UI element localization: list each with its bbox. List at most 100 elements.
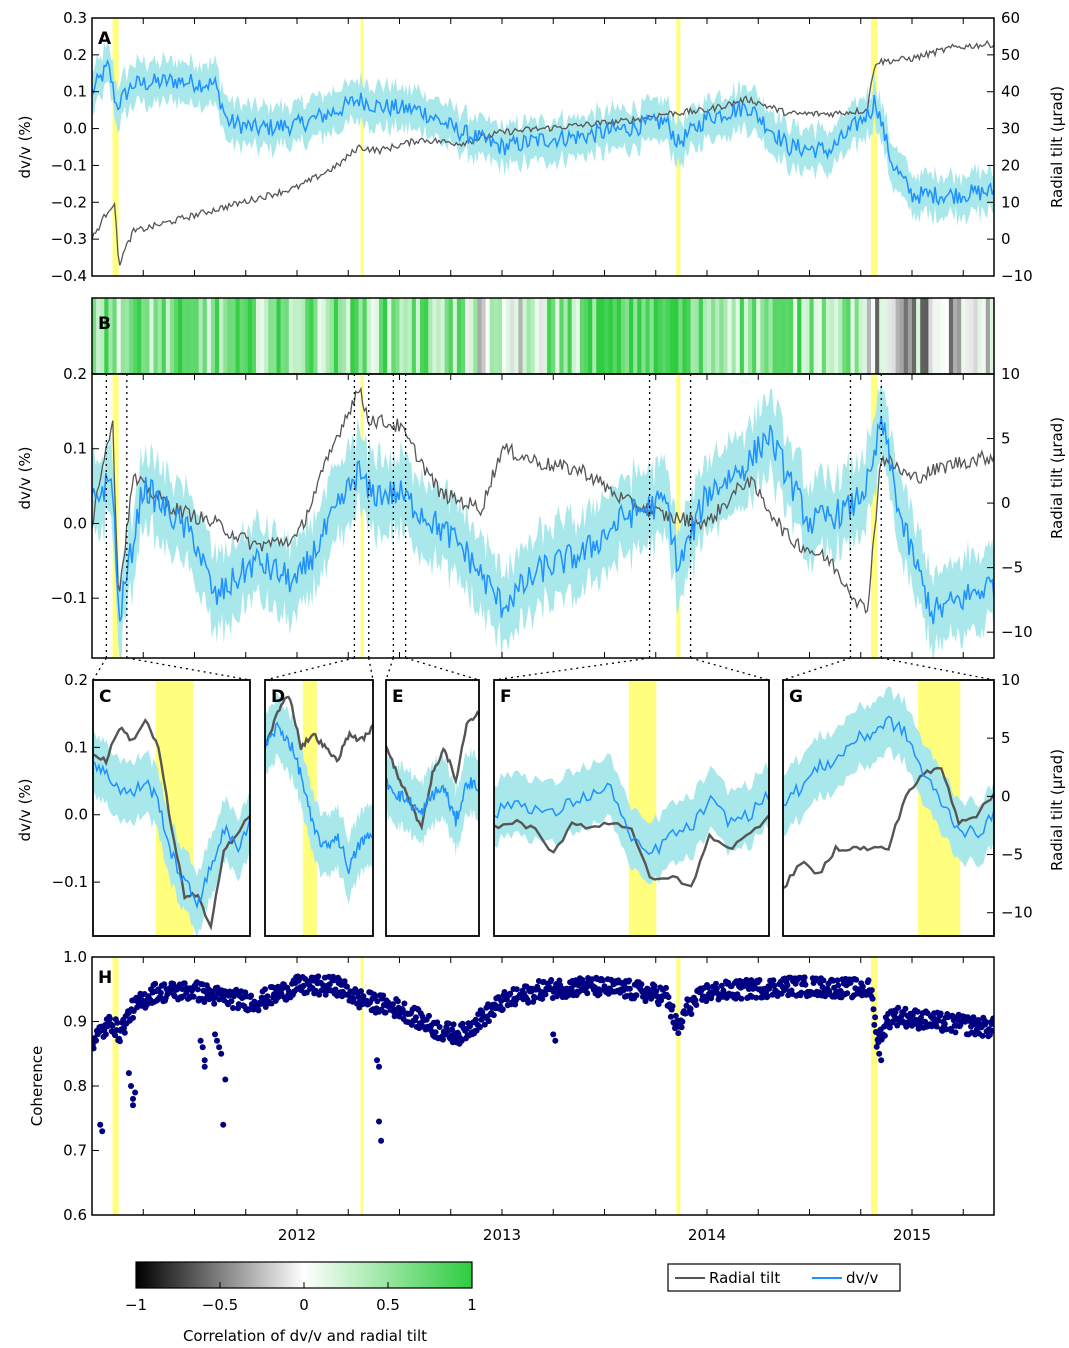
zoom-panel-d: D: [264, 679, 374, 937]
correlation-cell: [637, 298, 642, 374]
panel-h-highlight-2: [676, 957, 681, 1215]
panel-a-y2-tick-label-4: 20: [1001, 156, 1020, 174]
correlation-cell: [350, 298, 355, 374]
coherence-outlier: [197, 1037, 204, 1044]
panel-h-highlights: [112, 957, 878, 1215]
correlation-cell: [854, 298, 860, 374]
coherence-point: [344, 983, 350, 990]
zoom-f-frame: [493, 679, 770, 937]
correlation-cell: [752, 298, 757, 374]
panel-a-y-tick-label-4: −0.1: [51, 156, 87, 174]
correlation-cell: [723, 298, 729, 374]
panel-h-xtick-label-1: 2013: [483, 1226, 521, 1244]
correlation-cell: [239, 298, 245, 374]
coherence-point: [748, 977, 755, 984]
correlation-cell: [223, 298, 228, 374]
coherence-point: [693, 1002, 700, 1008]
coherence-outlier: [212, 1031, 218, 1038]
coherence-point: [872, 1014, 879, 1021]
coherence-point: [941, 1020, 948, 1027]
correlation-cell: [514, 298, 519, 374]
panel-label-g: G: [789, 687, 803, 707]
coherence-point: [157, 989, 164, 996]
correlation-cell: [247, 298, 253, 374]
correlation-cell: [477, 298, 483, 374]
coherence-point: [380, 992, 387, 999]
coherence-point: [109, 1022, 116, 1029]
correlation-cell: [756, 298, 761, 374]
correlation-cell: [682, 298, 688, 374]
coherence-point: [802, 981, 809, 988]
panel-b-frame: [91, 373, 995, 659]
zoom-connector-5: [405, 657, 480, 681]
coherence-point: [485, 1018, 492, 1025]
correlation-cell: [592, 298, 597, 374]
colorbar-tick-label-0: −1: [125, 1296, 147, 1314]
coherence-point: [914, 1008, 921, 1015]
correlation-cell: [370, 298, 376, 374]
coherence-point: [116, 1038, 123, 1045]
correlation-cell: [977, 298, 983, 374]
correlation-cell: [219, 298, 224, 374]
correlation-cell: [702, 298, 708, 374]
coherence-point: [692, 997, 699, 1004]
correlation-cell: [891, 298, 897, 374]
zoom-y-tick-label-0: 0.2: [64, 671, 88, 689]
correlation-cell: [432, 298, 437, 374]
correlation-cell: [333, 298, 339, 374]
panel-a-y-tick-label-6: −0.3: [51, 230, 87, 248]
coherence-point: [663, 984, 669, 991]
coherence-point: [445, 1020, 452, 1027]
coherence-point: [531, 994, 538, 1001]
coherence-point: [935, 1017, 942, 1024]
coherence-point: [426, 1012, 432, 1019]
colorbar-tick-label-2: 0: [299, 1296, 309, 1314]
correlation-cell: [526, 298, 532, 374]
correlation-cell: [719, 298, 724, 374]
coherence-point: [801, 974, 808, 981]
zoom-c-frame: [92, 679, 251, 937]
panel-h-points: [92, 973, 994, 1144]
correlation-cell: [444, 298, 450, 374]
correlation-cell: [251, 298, 257, 374]
panel-a-ticks: 0.3 0.2 0.1 0.0 −0.1 −0.2 −0.3 −0.4 60 50 40 30 20 10…: [51, 9, 1033, 285]
correlation-cell: [198, 298, 204, 374]
zoom-y-tick-label-2: 0.0: [64, 806, 88, 824]
zoom-f-highlight: [628, 680, 657, 936]
correlation-cell: [973, 298, 979, 374]
colorbar: −1 −0.5 0 0.5 1 Correlation of dv/v and radi…: [125, 1261, 477, 1345]
coherence-point: [371, 993, 378, 1000]
coherence-point: [228, 998, 235, 1005]
legend-box: [667, 1263, 901, 1292]
correlation-cell: [210, 298, 216, 374]
correlation-cell: [932, 298, 938, 374]
panel-a-y-tick-label-3: 0.0: [63, 120, 87, 138]
coherence-point: [753, 994, 760, 1001]
correlation-cell: [961, 298, 966, 374]
correlation-cell: [674, 298, 679, 374]
coherence-point: [501, 989, 508, 995]
correlation-cell: [100, 298, 105, 374]
zoom-y2-tick-label-3: −5: [1001, 846, 1023, 864]
colorbar-label: Correlation of dv/v and radial tilt: [183, 1327, 427, 1345]
zoom-ticks: 0.2 0.1 0.0 −0.1 10 5 0 −5 −10: [52, 671, 1033, 922]
panel-b-dvv-band: [92, 381, 994, 658]
correlation-cell: [194, 298, 200, 374]
coherence-point: [881, 1032, 888, 1039]
correlation-cell: [190, 298, 196, 374]
correlation-cell: [871, 298, 876, 374]
coherence-point: [869, 995, 876, 1002]
correlation-cell: [174, 298, 179, 374]
correlation-cell: [436, 298, 442, 374]
correlation-cell: [284, 298, 290, 374]
colorbar-ticks: −1 −0.5 0 0.5 1: [125, 1282, 477, 1314]
coherence-point: [107, 1015, 113, 1022]
coherence-point: [262, 986, 268, 993]
correlation-cell: [510, 298, 515, 374]
correlation-cell: [325, 298, 331, 374]
coherence-point: [813, 975, 820, 982]
zoom-connectors: [92, 657, 995, 681]
zoom-d-dvv-line: [265, 721, 373, 875]
correlation-cell: [727, 298, 733, 374]
coherence-outlier: [222, 1076, 229, 1083]
